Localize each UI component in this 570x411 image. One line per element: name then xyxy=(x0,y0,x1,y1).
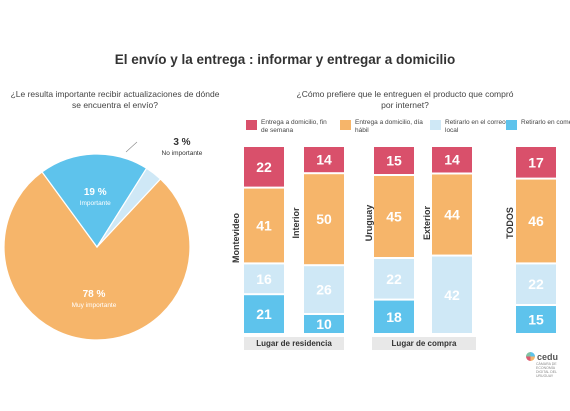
category-label-exterior: Exterior xyxy=(422,206,432,241)
bar-value-label: 42 xyxy=(444,287,460,303)
bar-segment xyxy=(304,266,344,313)
category-label-interior: Interior xyxy=(291,207,301,239)
group-label-compra: Lugar de compra xyxy=(372,337,476,350)
pie-slice-label: Importante xyxy=(80,200,111,207)
bar-value-label: 45 xyxy=(386,209,402,225)
pie-slice-label: No importante xyxy=(162,150,203,157)
legend-swatch xyxy=(340,120,351,130)
cedu-logo-icon xyxy=(526,352,535,361)
bar-segment xyxy=(516,147,556,178)
pie-value-label: 19 % xyxy=(84,187,107,198)
cedu-logo-subtext: CÁMARA DE ECONOMÍA DIGITAL DEL URUGUAY xyxy=(536,362,557,378)
bar-value-label: 22 xyxy=(256,159,272,175)
category-label-montevideo: Montevideo xyxy=(231,213,241,264)
legend-swatch xyxy=(430,120,441,130)
cedu-logo: cedu xyxy=(537,352,559,362)
bar-segment xyxy=(374,259,414,299)
bar-value-label: 46 xyxy=(528,213,544,229)
legend-label: Retirarlo en comercio xyxy=(521,119,570,126)
bar-segment xyxy=(244,188,284,263)
bar-segment xyxy=(374,147,414,174)
bar-segment xyxy=(304,315,344,333)
pie-value-label: 78 % xyxy=(83,289,106,300)
bar-segment xyxy=(432,256,472,333)
bar-segment xyxy=(304,147,344,173)
pie-value-label: 3 % xyxy=(173,137,190,148)
legend-label: Entrega a domicilio, día hábil xyxy=(355,119,423,134)
bar-value-label: 41 xyxy=(256,218,272,234)
legend-swatch xyxy=(506,120,517,130)
category-label-uruguay: Uruguay xyxy=(364,204,374,242)
bar-value-label: 44 xyxy=(444,207,460,223)
bar-value-label: 22 xyxy=(528,276,544,292)
bar-value-label: 14 xyxy=(444,152,460,168)
bar-value-label: 50 xyxy=(316,211,332,227)
page-title: El envío y la entrega : informar y entre… xyxy=(114,52,456,67)
bar-segment xyxy=(432,147,472,173)
bar-segment xyxy=(244,295,284,333)
pie-slice-muy-importante xyxy=(3,171,191,341)
bar-value-label: 10 xyxy=(316,316,332,332)
group-label-residencia: Lugar de residencia xyxy=(244,337,344,350)
bar-value-label: 17 xyxy=(528,154,544,170)
legend-label: Entrega a domicilio, fin de semana xyxy=(261,119,327,134)
bar-segment xyxy=(374,176,414,257)
pie-slice-importante xyxy=(41,153,148,249)
pie-question: ¿Le resulta importante recibir actualiza… xyxy=(10,89,220,110)
bar-value-label: 21 xyxy=(256,306,272,322)
bar-value-label: 18 xyxy=(386,309,402,325)
category-label-todos: TODOS xyxy=(505,207,515,239)
bar-question: ¿Cómo prefiere que le entreguen el produ… xyxy=(296,89,514,110)
bar-segment xyxy=(516,264,556,304)
bar-segment xyxy=(374,300,414,333)
bar-value-label: 16 xyxy=(256,271,272,287)
legend-label: Retirarlo en el correo o local xyxy=(445,119,512,134)
pie-slice-no-importante xyxy=(96,167,162,248)
bar-value-label: 15 xyxy=(386,153,402,169)
bar-segment xyxy=(304,174,344,265)
pie-leader-line xyxy=(125,141,138,153)
bar-segment xyxy=(244,147,284,187)
bar-segment xyxy=(432,174,472,255)
bar-value-label: 22 xyxy=(386,271,402,287)
bar-segment xyxy=(244,264,284,294)
legend-swatch xyxy=(246,120,257,130)
pie-slice-label: Muy importante xyxy=(72,302,117,309)
bar-value-label: 14 xyxy=(316,152,332,168)
bar-value-label: 26 xyxy=(316,282,332,298)
bar-segment xyxy=(516,306,556,333)
bar-segment xyxy=(516,179,556,263)
bar-value-label: 15 xyxy=(528,312,544,328)
